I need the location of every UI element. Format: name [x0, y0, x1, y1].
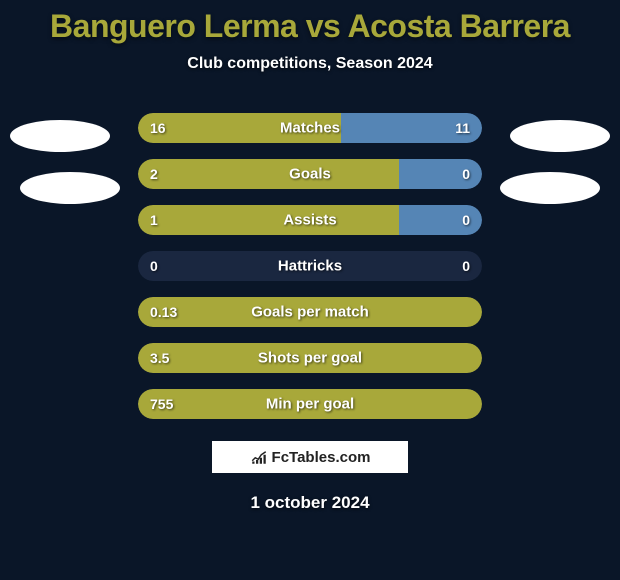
stat-row: 3.5Shots per goal — [138, 343, 482, 373]
stat-label: Goals — [138, 166, 482, 183]
stat-label: Goals per match — [138, 304, 482, 321]
stats-container: 1611Matches 20Goals 10Assists 00Hattricks 0.… — [138, 113, 482, 419]
chart-icon — [250, 448, 268, 466]
page-title: Banguero Lerma vs Acosta Barrera — [0, 0, 620, 45]
stat-row: 00Hattricks — [138, 251, 482, 281]
stat-row: 20Goals — [138, 159, 482, 189]
stat-label: Shots per goal — [138, 350, 482, 367]
brand-text: FcTables.com — [272, 449, 371, 466]
stat-label: Hattricks — [138, 258, 482, 275]
brand-box: FcTables.com — [210, 439, 410, 475]
stat-row: 10Assists — [138, 205, 482, 235]
player-right-oval-2 — [500, 172, 600, 204]
stat-row: 0.13Goals per match — [138, 297, 482, 327]
player-right-oval-1 — [510, 120, 610, 152]
stat-row: 755Min per goal — [138, 389, 482, 419]
player-left-oval-1 — [10, 120, 110, 152]
date-label: 1 october 2024 — [0, 493, 620, 513]
player-left-oval-2 — [20, 172, 120, 204]
stat-label: Min per goal — [138, 396, 482, 413]
stat-row: 1611Matches — [138, 113, 482, 143]
subtitle: Club competitions, Season 2024 — [0, 55, 620, 73]
stat-label: Matches — [138, 120, 482, 137]
stat-label: Assists — [138, 212, 482, 229]
